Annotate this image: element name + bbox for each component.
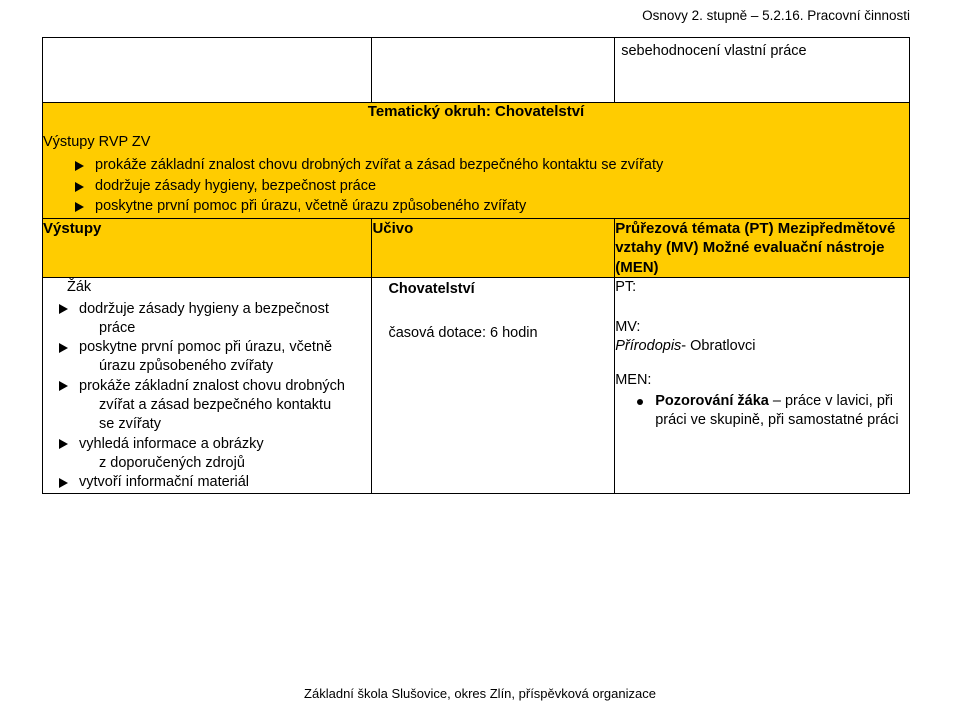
zak-label: Žák (67, 278, 371, 298)
band-cell: Tematický okruh: Chovatelství Výstupy RV… (43, 103, 910, 219)
head-col-1: Výstupy (43, 218, 372, 278)
mv-suffix: - Obratlovci (681, 338, 755, 354)
band-list: prokáže základní znalost chovu drobných … (75, 156, 909, 217)
page-header-right: Osnovy 2. stupně – 5.2.16. Pracovní činn… (42, 8, 910, 23)
band-title: Tematický okruh: Chovatelství (43, 103, 909, 120)
band-list-item: prokáže základní znalost chovu drobných … (75, 156, 909, 176)
zak-item-sub: práce (99, 319, 371, 338)
pt-label: PT: (615, 278, 909, 298)
band-subhead: Výstupy RVP ZV (43, 134, 909, 150)
zak-item-main: prokáže základní znalost chovu drobných (79, 378, 345, 394)
subject-title: Chovatelství (388, 280, 614, 300)
page-footer: Základní škola Slušovice, okres Zlín, př… (0, 686, 960, 701)
table-head-row: Výstupy Učivo Průřezová témata (PT) Mezi… (43, 218, 910, 278)
zak-item-sub: z doporučených zdrojů (99, 454, 371, 473)
body-col-outputs: Žák dodržuje zásady hygieny a bezpečnost… (43, 278, 372, 494)
spacer (615, 298, 909, 318)
band-list-item: dodržuje zásady hygieny, bezpečnost prác… (75, 177, 909, 197)
main-table: sebehodnocení vlastní práce Tematický ok… (42, 37, 910, 494)
zak-item: poskytne první pomoc při úrazu, včetně ú… (59, 338, 371, 376)
head-col-2: Učivo (372, 218, 615, 278)
zak-item-main: poskytne první pomoc při úrazu, včetně (79, 339, 332, 355)
band-row: Tematický okruh: Chovatelství Výstupy RV… (43, 103, 910, 219)
zak-list: dodržuje zásady hygieny a bezpečnost prá… (59, 300, 371, 492)
body-col-subject: Chovatelství časová dotace: 6 hodin (372, 278, 615, 494)
spacer (615, 357, 909, 371)
zak-item-sub2: se zvířaty (99, 415, 371, 434)
zak-item: dodržuje zásady hygieny a bezpečnost prá… (59, 300, 371, 338)
zak-item: prokáže základní znalost chovu drobných … (59, 377, 371, 434)
mv-line: Přírodopis- Obratlovci (615, 337, 909, 357)
men-item: Pozorování žáka – práce v lavici, při pr… (637, 392, 909, 430)
men-label: MEN: (615, 371, 909, 391)
zak-item: vytvoří informační materiál (59, 473, 371, 492)
zak-item-main: vyhledá informace a obrázky (79, 436, 264, 452)
body-col-cross: PT: MV: Přírodopis- Obratlovci MEN: Pozo… (615, 278, 910, 494)
men-bold: Pozorování žáka (655, 393, 769, 409)
zak-item-sub: úrazu způsobeného zvířaty (99, 357, 371, 376)
page: Osnovy 2. stupně – 5.2.16. Pracovní činn… (0, 0, 960, 707)
mv-label: MV: (615, 318, 909, 338)
zak-item: vyhledá informace a obrázky z doporučený… (59, 435, 371, 473)
zak-item-main: dodržuje zásady hygieny a bezpečnost (79, 301, 329, 317)
head-col-3: Průřezová témata (PT) Mezipředmětové vzt… (615, 218, 910, 278)
top-cell-1 (43, 38, 372, 103)
men-list: Pozorování žáka – práce v lavici, při pr… (637, 392, 909, 430)
zak-item-main: vytvoří informační materiál (79, 474, 249, 490)
table-top-row: sebehodnocení vlastní práce (43, 38, 910, 103)
table-body-row: Žák dodržuje zásady hygieny a bezpečnost… (43, 278, 910, 494)
top-cell-3: sebehodnocení vlastní práce (615, 38, 910, 103)
subject-line: časová dotace: 6 hodin (388, 324, 614, 344)
top-cell-2 (372, 38, 615, 103)
mv-text: Přírodopis (615, 338, 681, 354)
zak-item-sub: zvířat a zásad bezpečného kontaktu (99, 396, 371, 415)
band-list-item: poskytne první pomoc při úrazu, včetně ú… (75, 197, 909, 217)
